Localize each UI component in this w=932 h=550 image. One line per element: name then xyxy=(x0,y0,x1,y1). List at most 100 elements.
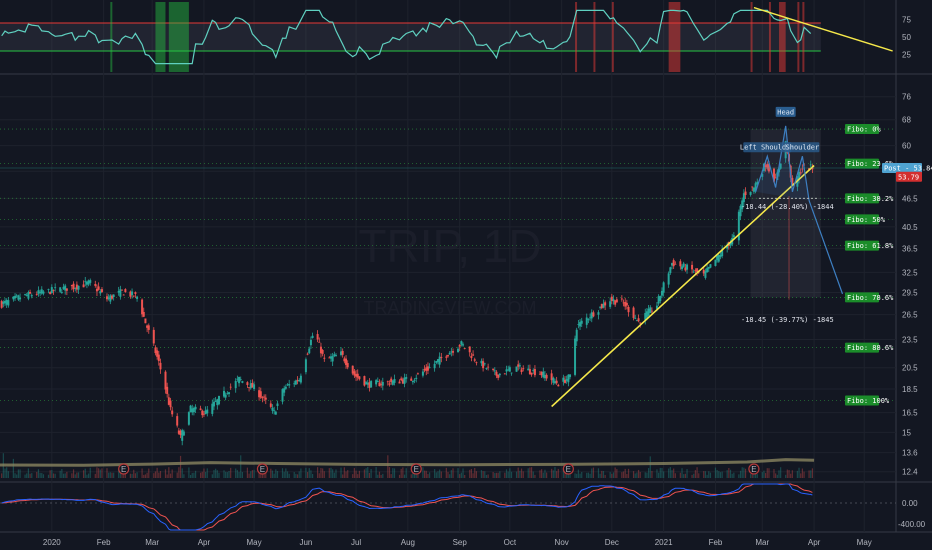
candle-body[interactable] xyxy=(226,393,229,395)
candle-body[interactable] xyxy=(24,294,27,295)
fib-level-tag[interactable] xyxy=(845,124,879,135)
candle-body[interactable] xyxy=(624,301,627,307)
candle-body[interactable] xyxy=(426,366,429,371)
candle-body[interactable] xyxy=(520,369,523,373)
candle-body[interactable] xyxy=(177,430,180,434)
candle-body[interactable] xyxy=(100,289,103,292)
earnings-marker[interactable] xyxy=(256,463,269,475)
candle-body[interactable] xyxy=(217,396,220,405)
candle-body[interactable] xyxy=(714,259,717,266)
candle-body[interactable] xyxy=(353,371,356,376)
candle-body[interactable] xyxy=(355,374,358,377)
candle-body[interactable] xyxy=(89,280,92,283)
candle-body[interactable] xyxy=(542,371,545,378)
candle-body[interactable] xyxy=(274,411,277,415)
candle-body[interactable] xyxy=(375,380,378,385)
candle-body[interactable] xyxy=(253,384,256,390)
candle-body[interactable] xyxy=(7,300,10,306)
candle-body[interactable] xyxy=(131,291,134,296)
candle-body[interactable] xyxy=(530,372,533,375)
candle-body[interactable] xyxy=(25,294,28,296)
candle-body[interactable] xyxy=(729,242,732,246)
candle-body[interactable] xyxy=(798,171,801,179)
candle-body[interactable] xyxy=(216,399,219,406)
candle-body[interactable] xyxy=(801,168,804,170)
candle-body[interactable] xyxy=(667,273,670,285)
candle-body[interactable] xyxy=(74,288,77,290)
candle-body[interactable] xyxy=(567,374,570,383)
candle-body[interactable] xyxy=(411,380,414,383)
candle-body[interactable] xyxy=(574,338,577,375)
candle-body[interactable] xyxy=(306,353,309,355)
candle-body[interactable] xyxy=(341,350,344,355)
candle-body[interactable] xyxy=(70,284,73,287)
candle-body[interactable] xyxy=(281,389,284,402)
candle-body[interactable] xyxy=(199,408,202,410)
candle-body[interactable] xyxy=(154,347,157,354)
candle-body[interactable] xyxy=(261,397,264,399)
candle-body[interactable] xyxy=(121,289,124,291)
oscillator-panel[interactable] xyxy=(0,2,893,72)
candle-body[interactable] xyxy=(223,390,225,397)
candle-body[interactable] xyxy=(639,322,642,324)
candle-body[interactable] xyxy=(72,283,75,290)
candle-body[interactable] xyxy=(627,306,630,313)
candle-body[interactable] xyxy=(609,301,612,307)
candle-body[interactable] xyxy=(249,383,252,389)
candle-body[interactable] xyxy=(457,348,460,353)
candle-body[interactable] xyxy=(276,403,279,407)
candle-body[interactable] xyxy=(105,296,108,300)
candle-body[interactable] xyxy=(159,362,162,370)
candle-body[interactable] xyxy=(450,351,453,353)
candle-body[interactable] xyxy=(527,368,530,371)
candle-body[interactable] xyxy=(390,378,393,383)
candle-body[interactable] xyxy=(799,172,802,174)
candle-body[interactable] xyxy=(318,341,321,343)
candle-body[interactable] xyxy=(691,264,694,270)
candle-body[interactable] xyxy=(346,363,349,368)
candle-body[interactable] xyxy=(709,264,712,268)
candle-body[interactable] xyxy=(590,312,593,319)
candle-body[interactable] xyxy=(112,294,115,297)
candle-body[interactable] xyxy=(94,284,97,286)
candle-body[interactable] xyxy=(206,409,209,414)
candle-body[interactable] xyxy=(192,407,195,413)
candle-body[interactable] xyxy=(393,379,396,383)
candle-body[interactable] xyxy=(809,164,812,166)
candle-body[interactable] xyxy=(129,291,132,297)
candle-body[interactable] xyxy=(719,255,722,257)
candle-body[interactable] xyxy=(416,373,419,375)
candle-body[interactable] xyxy=(433,363,436,369)
earnings-marker[interactable] xyxy=(410,463,422,475)
candle-body[interactable] xyxy=(475,362,478,364)
candle-body[interactable] xyxy=(428,367,431,369)
candle-body[interactable] xyxy=(238,376,241,384)
candle-body[interactable] xyxy=(756,181,759,185)
candle-body[interactable] xyxy=(351,365,354,374)
candle-body[interactable] xyxy=(27,292,30,299)
candle-body[interactable] xyxy=(635,319,638,321)
fib-level-tag[interactable] xyxy=(845,292,879,303)
candle-body[interactable] xyxy=(294,380,297,385)
candle-body[interactable] xyxy=(42,291,45,294)
macd-panel[interactable] xyxy=(0,483,896,531)
candle-body[interactable] xyxy=(4,300,7,304)
candle-body[interactable] xyxy=(29,291,32,294)
left-shoulder-tag[interactable] xyxy=(743,142,792,153)
candle-body[interactable] xyxy=(319,346,322,354)
candle-body[interactable] xyxy=(182,431,185,436)
candle-body[interactable] xyxy=(99,291,102,294)
candle-body[interactable] xyxy=(400,378,403,381)
candle-body[interactable] xyxy=(60,291,63,293)
candle-body[interactable] xyxy=(273,410,276,412)
candle-body[interactable] xyxy=(550,373,553,381)
candle-body[interactable] xyxy=(659,295,662,302)
candle-body[interactable] xyxy=(702,269,705,274)
candle-body[interactable] xyxy=(503,373,506,375)
candle-body[interactable] xyxy=(288,384,291,386)
candle-body[interactable] xyxy=(331,356,334,362)
candle-body[interactable] xyxy=(577,324,580,325)
candle-body[interactable] xyxy=(637,318,640,322)
